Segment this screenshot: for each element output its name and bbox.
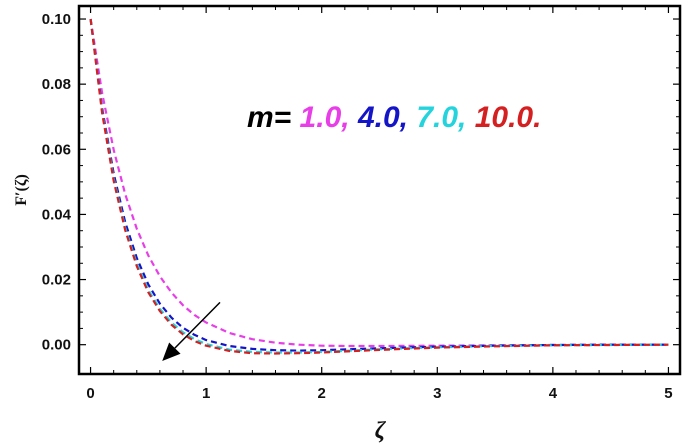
series-line-4 [89, 18, 669, 355]
series-group [89, 18, 669, 355]
x-tick-label: 3 [433, 385, 441, 402]
x-tick-label: 0 [86, 385, 94, 402]
series-line-1 [89, 18, 669, 348]
y-tick-label: 0.04 [42, 206, 72, 223]
x-tick-label: 4 [549, 385, 558, 402]
y-tick-label: 0.02 [42, 272, 71, 289]
annotation-value-1: 1.0, [300, 101, 350, 134]
arrow-shaft [174, 301, 221, 349]
annotation-value-4: 10.0. [475, 101, 542, 134]
y-tick-label: 0.08 [42, 76, 71, 93]
annotation-value-2: 4.0, [357, 101, 408, 134]
series-line-2 [89, 18, 669, 352]
x-axis-title: ζ [375, 418, 387, 444]
annotation-prefix: m= [247, 101, 291, 134]
x-tick-label: 1 [202, 385, 210, 402]
x-tick-label: 2 [318, 385, 326, 402]
y-tick-label: 0.00 [42, 337, 71, 354]
arrow-head [162, 342, 181, 361]
trend-arrow [162, 301, 221, 361]
x-tick-label: 5 [664, 385, 672, 402]
series-line-3 [89, 18, 669, 354]
y-tick-label: 0.10 [42, 11, 71, 28]
parameter-annotation: m= 1.0, 4.0, 7.0, 10.0. [247, 101, 541, 134]
y-tick-label: 0.06 [42, 141, 71, 158]
ticks: 0 1 2 3 4 5 0.00 0.02 0.04 0.06 0.08 0.10 [42, 6, 680, 402]
y-axis-title: F′(ζ) [13, 174, 30, 206]
plot-frame [77, 4, 682, 376]
annotation-value-3: 7.0, [416, 101, 466, 134]
